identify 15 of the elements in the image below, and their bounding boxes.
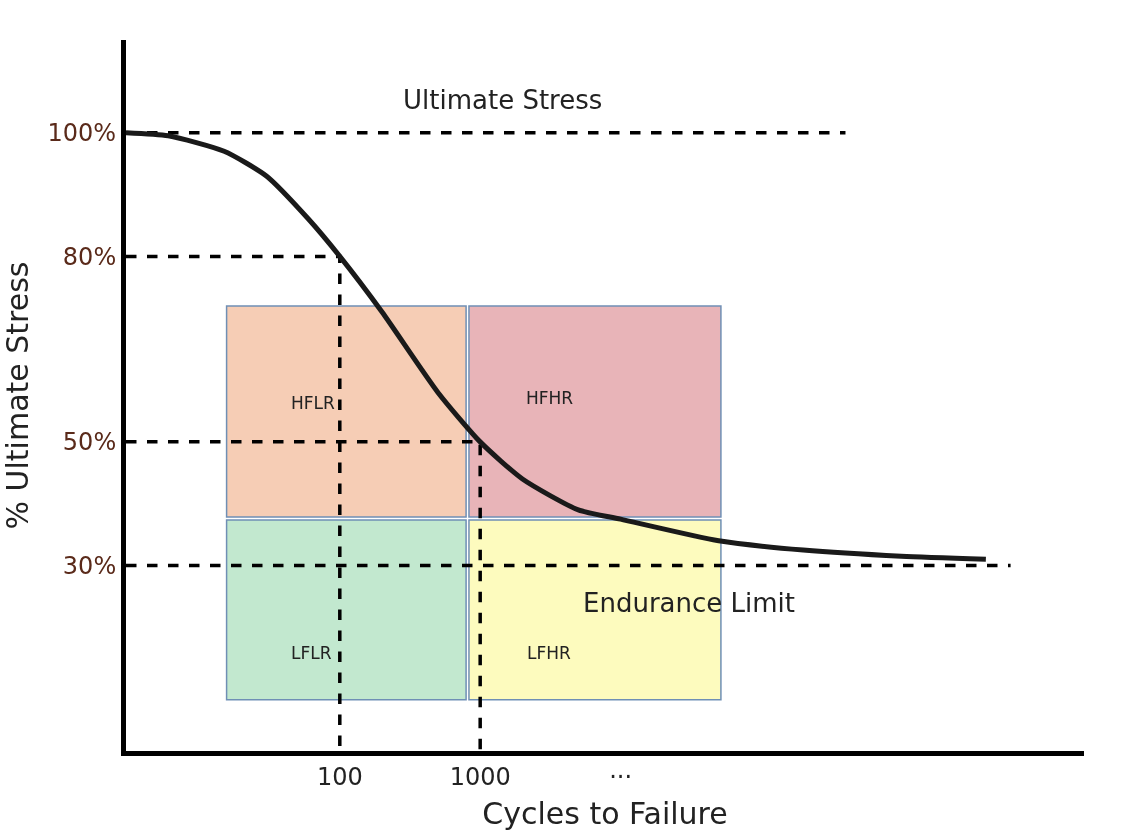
x-tick-label: 1000 [449,762,511,791]
x-tick-label: 100 [316,762,363,791]
y-tick-label: 100% [47,119,117,148]
y-tick-label: 80% [62,242,117,271]
annotation: LFHR [527,643,572,663]
y-axis-title: % Ultimate Stress [0,261,35,530]
x-tick-label: ··· [609,762,633,791]
annotation: Ultimate Stress [403,85,603,115]
annotation: HFLR [291,393,336,413]
annotation: Endurance Limit [583,588,795,618]
y-tick-label: 30% [62,551,117,580]
annotation: LFLR [291,643,332,663]
annotation: HFHR [526,388,574,408]
x-axis-title: Cycles to Failure [482,796,728,832]
y-tick-label: 50% [62,428,117,457]
